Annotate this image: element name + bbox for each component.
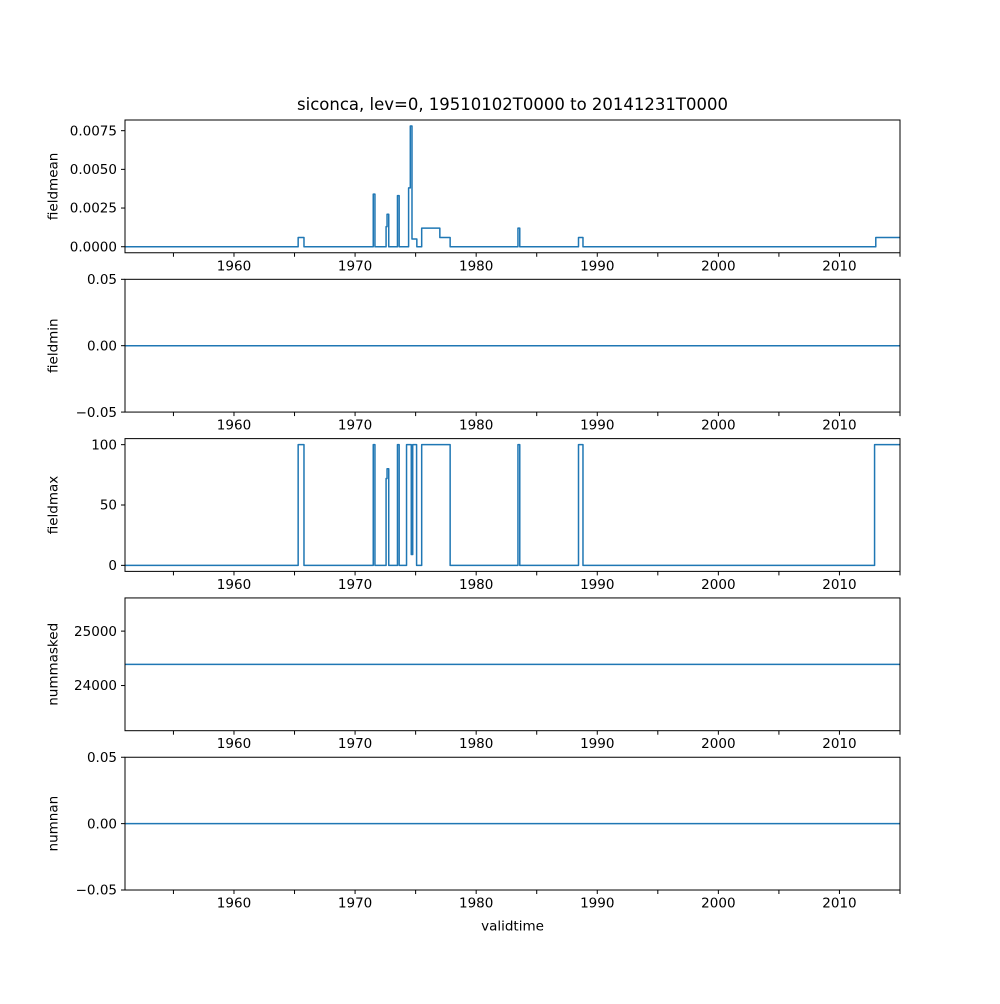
figure-title: siconca, lev=0, 19510102T0000 to 2014123… xyxy=(297,95,728,114)
x-tick-label: 1960 xyxy=(217,258,251,274)
axes-frame xyxy=(124,119,901,254)
x-tick-label: 2000 xyxy=(701,736,735,752)
y-tick-label: 0.00 xyxy=(87,816,117,832)
x-tick-label: 2010 xyxy=(822,896,856,912)
x-tick-label: 1970 xyxy=(338,258,372,274)
y-tick-label: 0.0050 xyxy=(70,162,117,178)
x-tick-label: 2010 xyxy=(822,418,856,434)
x-tick-label: 1980 xyxy=(459,258,493,274)
x-tick-label: 1990 xyxy=(580,736,614,752)
x-tick-label: 1980 xyxy=(459,736,493,752)
x-tick-label: 1960 xyxy=(217,896,251,912)
x-axis-label: validtime xyxy=(481,919,544,935)
y-axis-label: numnan xyxy=(46,796,62,852)
x-tick-label: 2000 xyxy=(701,577,735,593)
x-tick-label: 1960 xyxy=(217,577,251,593)
y-tick-label: 0.00 xyxy=(87,338,117,354)
x-tick-label: 1970 xyxy=(338,896,372,912)
y-tick-label: 0.05 xyxy=(87,750,117,766)
y-tick-label: 24000 xyxy=(74,678,117,694)
x-tick-label: 1960 xyxy=(217,736,251,752)
y-axis-label: fieldmean xyxy=(46,153,62,220)
subplot-nummasked: 24000 25000 1960 1970 1980 1990 2000 2010 nummas… xyxy=(46,597,901,752)
y-tick-label: 25000 xyxy=(74,624,117,640)
subplot-fieldmin: −0.05 0.00 0.05 1960 1970 1980 1990 2000 2010 fie… xyxy=(46,272,901,434)
y-tick-label: −0.05 xyxy=(76,405,117,421)
y-tick-label: 0.0025 xyxy=(70,201,117,217)
y-tick-label: 100 xyxy=(91,437,117,453)
x-tick-label: 1990 xyxy=(580,896,614,912)
subplot-fieldmean: 0.0000 0.0025 0.0050 0.0075 1960 1970 1980 1990… xyxy=(46,119,901,274)
x-tick-label: 1980 xyxy=(459,418,493,434)
series-line xyxy=(125,125,900,248)
x-tick-label: 1980 xyxy=(459,896,493,912)
x-tick-label: 2010 xyxy=(822,736,856,752)
x-tick-label: 1980 xyxy=(459,577,493,593)
subplot-numnan: −0.05 0.00 0.05 1960 1970 1980 1990 2000 2010 num… xyxy=(46,750,901,912)
x-tick-label: 1990 xyxy=(580,418,614,434)
x-tick-label: 1990 xyxy=(580,577,614,593)
y-axis-label: fieldmax xyxy=(46,476,62,535)
y-axis-label: nummasked xyxy=(46,623,62,706)
x-tick-label: 2000 xyxy=(701,418,735,434)
x-tick-label: 1970 xyxy=(338,418,372,434)
subplot-fieldmax: 0 50 100 1960 1970 1980 1990 2000 2010 fieldmax xyxy=(46,437,901,593)
x-tick-label: 1960 xyxy=(217,418,251,434)
x-tick-label: 2000 xyxy=(701,896,735,912)
x-tick-label: 2000 xyxy=(701,258,735,274)
y-tick-label: 50 xyxy=(100,498,117,514)
x-tick-label: 2010 xyxy=(822,258,856,274)
x-tick-label: 1970 xyxy=(338,577,372,593)
axes-frame xyxy=(124,597,901,732)
x-tick-label: 1970 xyxy=(338,736,372,752)
x-tick-label: 2010 xyxy=(822,577,856,593)
x-tick-label: 1990 xyxy=(580,258,614,274)
y-tick-label: −0.05 xyxy=(76,883,117,899)
y-tick-label: 0.0075 xyxy=(70,123,117,139)
y-axis-label: fieldmin xyxy=(46,318,62,373)
series-line xyxy=(125,443,900,567)
y-tick-label: 0.05 xyxy=(87,272,117,288)
y-tick-label: 0 xyxy=(108,558,117,574)
y-tick-label: 0.0000 xyxy=(70,239,117,255)
